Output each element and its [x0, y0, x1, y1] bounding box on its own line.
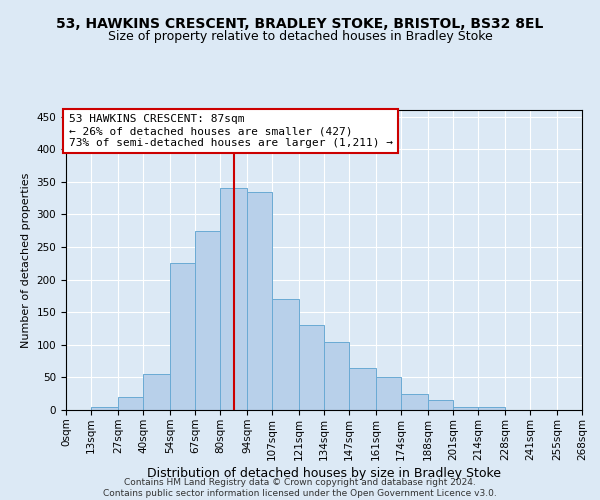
Bar — [247, 192, 272, 410]
Bar — [349, 368, 376, 410]
Bar — [118, 397, 143, 410]
Bar — [428, 400, 453, 410]
Bar — [170, 264, 195, 410]
Bar — [299, 325, 324, 410]
Bar — [143, 374, 170, 410]
Bar — [453, 406, 478, 410]
Bar — [478, 406, 505, 410]
Bar — [91, 406, 118, 410]
Bar — [324, 342, 349, 410]
Bar — [376, 378, 401, 410]
Text: 53 HAWKINS CRESCENT: 87sqm
← 26% of detached houses are smaller (427)
73% of sem: 53 HAWKINS CRESCENT: 87sqm ← 26% of deta… — [68, 114, 392, 148]
Y-axis label: Number of detached properties: Number of detached properties — [21, 172, 31, 348]
Bar — [195, 230, 220, 410]
Text: Contains HM Land Registry data © Crown copyright and database right 2024.
Contai: Contains HM Land Registry data © Crown c… — [103, 478, 497, 498]
Bar — [272, 299, 299, 410]
Bar — [220, 188, 247, 410]
Text: Size of property relative to detached houses in Bradley Stoke: Size of property relative to detached ho… — [107, 30, 493, 43]
Text: 53, HAWKINS CRESCENT, BRADLEY STOKE, BRISTOL, BS32 8EL: 53, HAWKINS CRESCENT, BRADLEY STOKE, BRI… — [56, 18, 544, 32]
X-axis label: Distribution of detached houses by size in Bradley Stoke: Distribution of detached houses by size … — [147, 466, 501, 479]
Bar — [401, 394, 428, 410]
